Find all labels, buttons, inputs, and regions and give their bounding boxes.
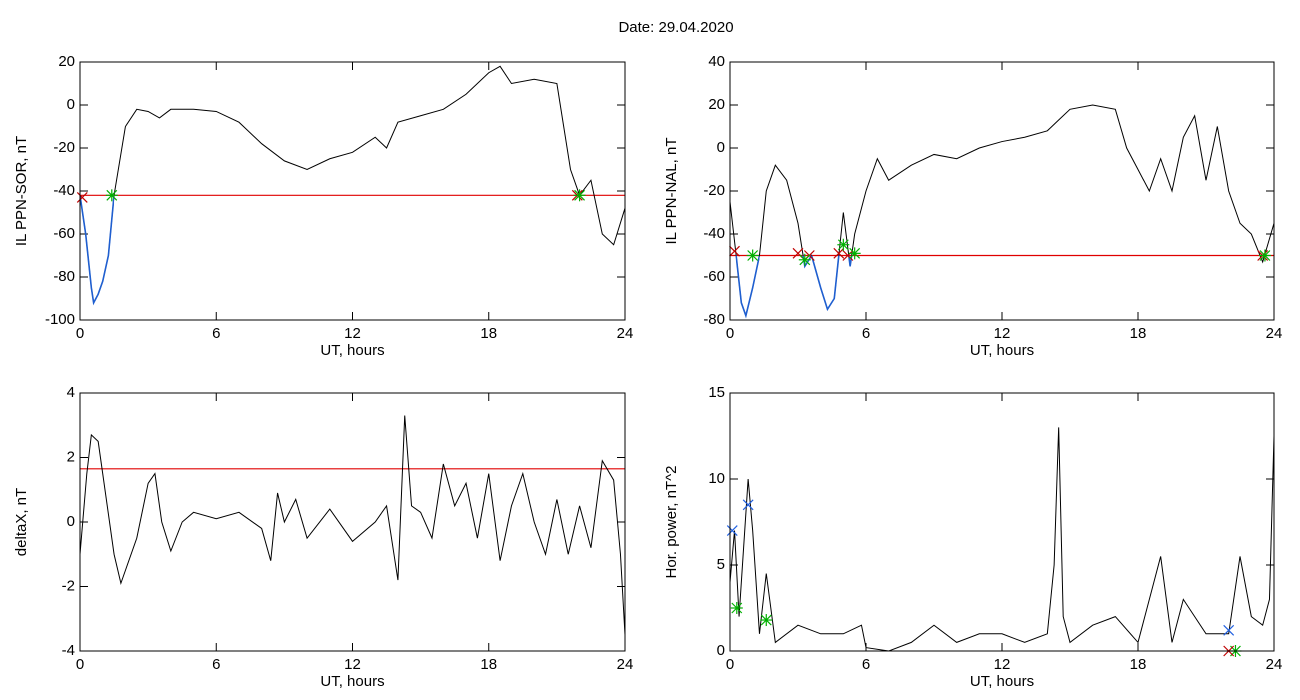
marker	[1223, 624, 1235, 636]
x-tick-label: 12	[344, 656, 361, 673]
x-tick-label: 6	[212, 656, 220, 673]
y-tick-label: 20	[58, 53, 75, 70]
y-tick-label: 5	[717, 556, 725, 573]
marker	[837, 238, 850, 251]
figure-title: Date: 29.04.2020	[618, 19, 733, 36]
y-tick-label: -20	[53, 139, 75, 156]
y-axis-label: Hor. power, nT^2	[663, 466, 680, 579]
y-tick-label: 0	[67, 513, 75, 530]
marker-stroke	[742, 499, 754, 511]
data-line	[730, 104, 1274, 318]
marker-stroke	[726, 525, 738, 537]
x-tick-label: 24	[1266, 325, 1283, 342]
x-axis-label: UT, hours	[970, 342, 1034, 359]
marker	[729, 245, 740, 257]
subplot: 0 6 12 18 24 -80 -60 -40 -20 0 20 40 UT, hours IL PPN…	[663, 53, 1282, 359]
marker	[833, 247, 845, 259]
x-tick-label: 24	[617, 656, 634, 673]
x-tick-label: 18	[1130, 656, 1147, 673]
marker-stroke	[792, 247, 804, 259]
y-tick-label: 40	[708, 53, 725, 70]
marker-stroke	[729, 245, 740, 257]
marker	[842, 250, 854, 261]
y-tick-label: 20	[708, 96, 725, 113]
y-tick-label: -80	[703, 311, 725, 328]
plot-frame	[729, 392, 1275, 652]
x-tick-label: 12	[344, 325, 361, 342]
x-tick-label: 24	[1266, 656, 1283, 673]
marker	[730, 602, 743, 614]
x-tick-label: 6	[212, 325, 220, 342]
y-axis-label: IL PPN-NAL, nT	[663, 138, 680, 245]
x-tick-label: 0	[76, 656, 84, 673]
y-tick-label: -100	[45, 311, 75, 328]
y-tick-label: 0	[67, 96, 75, 113]
y-tick-label: 0	[717, 642, 725, 659]
marker-stroke	[833, 247, 845, 259]
plot-frame	[79, 61, 626, 321]
marker-stroke	[842, 250, 854, 261]
x-tick-label: 6	[862, 325, 870, 342]
x-axis-label: UT, hours	[970, 673, 1034, 690]
marker	[1258, 249, 1271, 262]
y-tick-label: 15	[708, 384, 725, 401]
marker	[848, 247, 861, 260]
marker	[798, 253, 811, 266]
plot-frame	[729, 61, 1275, 321]
x-tick-label: 18	[1130, 325, 1147, 342]
y-axis-label: deltaX, nT	[13, 488, 30, 556]
y-tick-label: 0	[717, 139, 725, 156]
data-line	[80, 415, 625, 635]
subplot: 0 6 12 18 24 -100 -80 -60 -40 -20 0 20 UT, hours IL P…	[13, 53, 633, 359]
y-tick-label: -2	[62, 577, 75, 594]
x-tick-label: 12	[994, 656, 1011, 673]
x-tick-label: 0	[76, 325, 84, 342]
y-tick-label: -4	[62, 642, 75, 659]
y-tick-label: 4	[67, 384, 75, 401]
y-tick-label: -60	[703, 268, 725, 285]
y-tick-label: -80	[53, 268, 75, 285]
subplot: 0 6 12 18 24 0 5 10 15 UT, hours Hor. power, nT^2	[663, 384, 1282, 690]
y-tick-label: 2	[67, 448, 75, 465]
x-tick-label: 6	[862, 656, 870, 673]
y-tick-label: -20	[703, 182, 725, 199]
marker	[573, 189, 586, 202]
marker	[76, 192, 88, 203]
x-axis-label: UT, hours	[320, 673, 384, 690]
x-tick-label: 0	[726, 656, 734, 673]
marker	[726, 525, 738, 537]
plot-frame	[79, 392, 626, 652]
y-tick-label: -60	[53, 225, 75, 242]
marker-stroke	[76, 192, 88, 203]
data-line	[730, 427, 1274, 651]
x-tick-label: 18	[480, 656, 497, 673]
marker	[760, 614, 773, 627]
x-tick-label: 12	[994, 325, 1011, 342]
x-tick-label: 0	[726, 325, 734, 342]
highlight-line	[80, 195, 115, 306]
marker	[105, 189, 118, 202]
y-axis-label: IL PPN-SOR, nT	[13, 136, 30, 246]
y-tick-label: 10	[708, 470, 725, 487]
marker-stroke	[1223, 624, 1235, 636]
x-tick-label: 18	[480, 325, 497, 342]
y-tick-label: -40	[53, 182, 75, 199]
x-axis-label: UT, hours	[320, 342, 384, 359]
x-tick-label: 24	[617, 325, 634, 342]
marker	[746, 249, 759, 262]
marker	[742, 499, 754, 511]
y-tick-label: -40	[703, 225, 725, 242]
